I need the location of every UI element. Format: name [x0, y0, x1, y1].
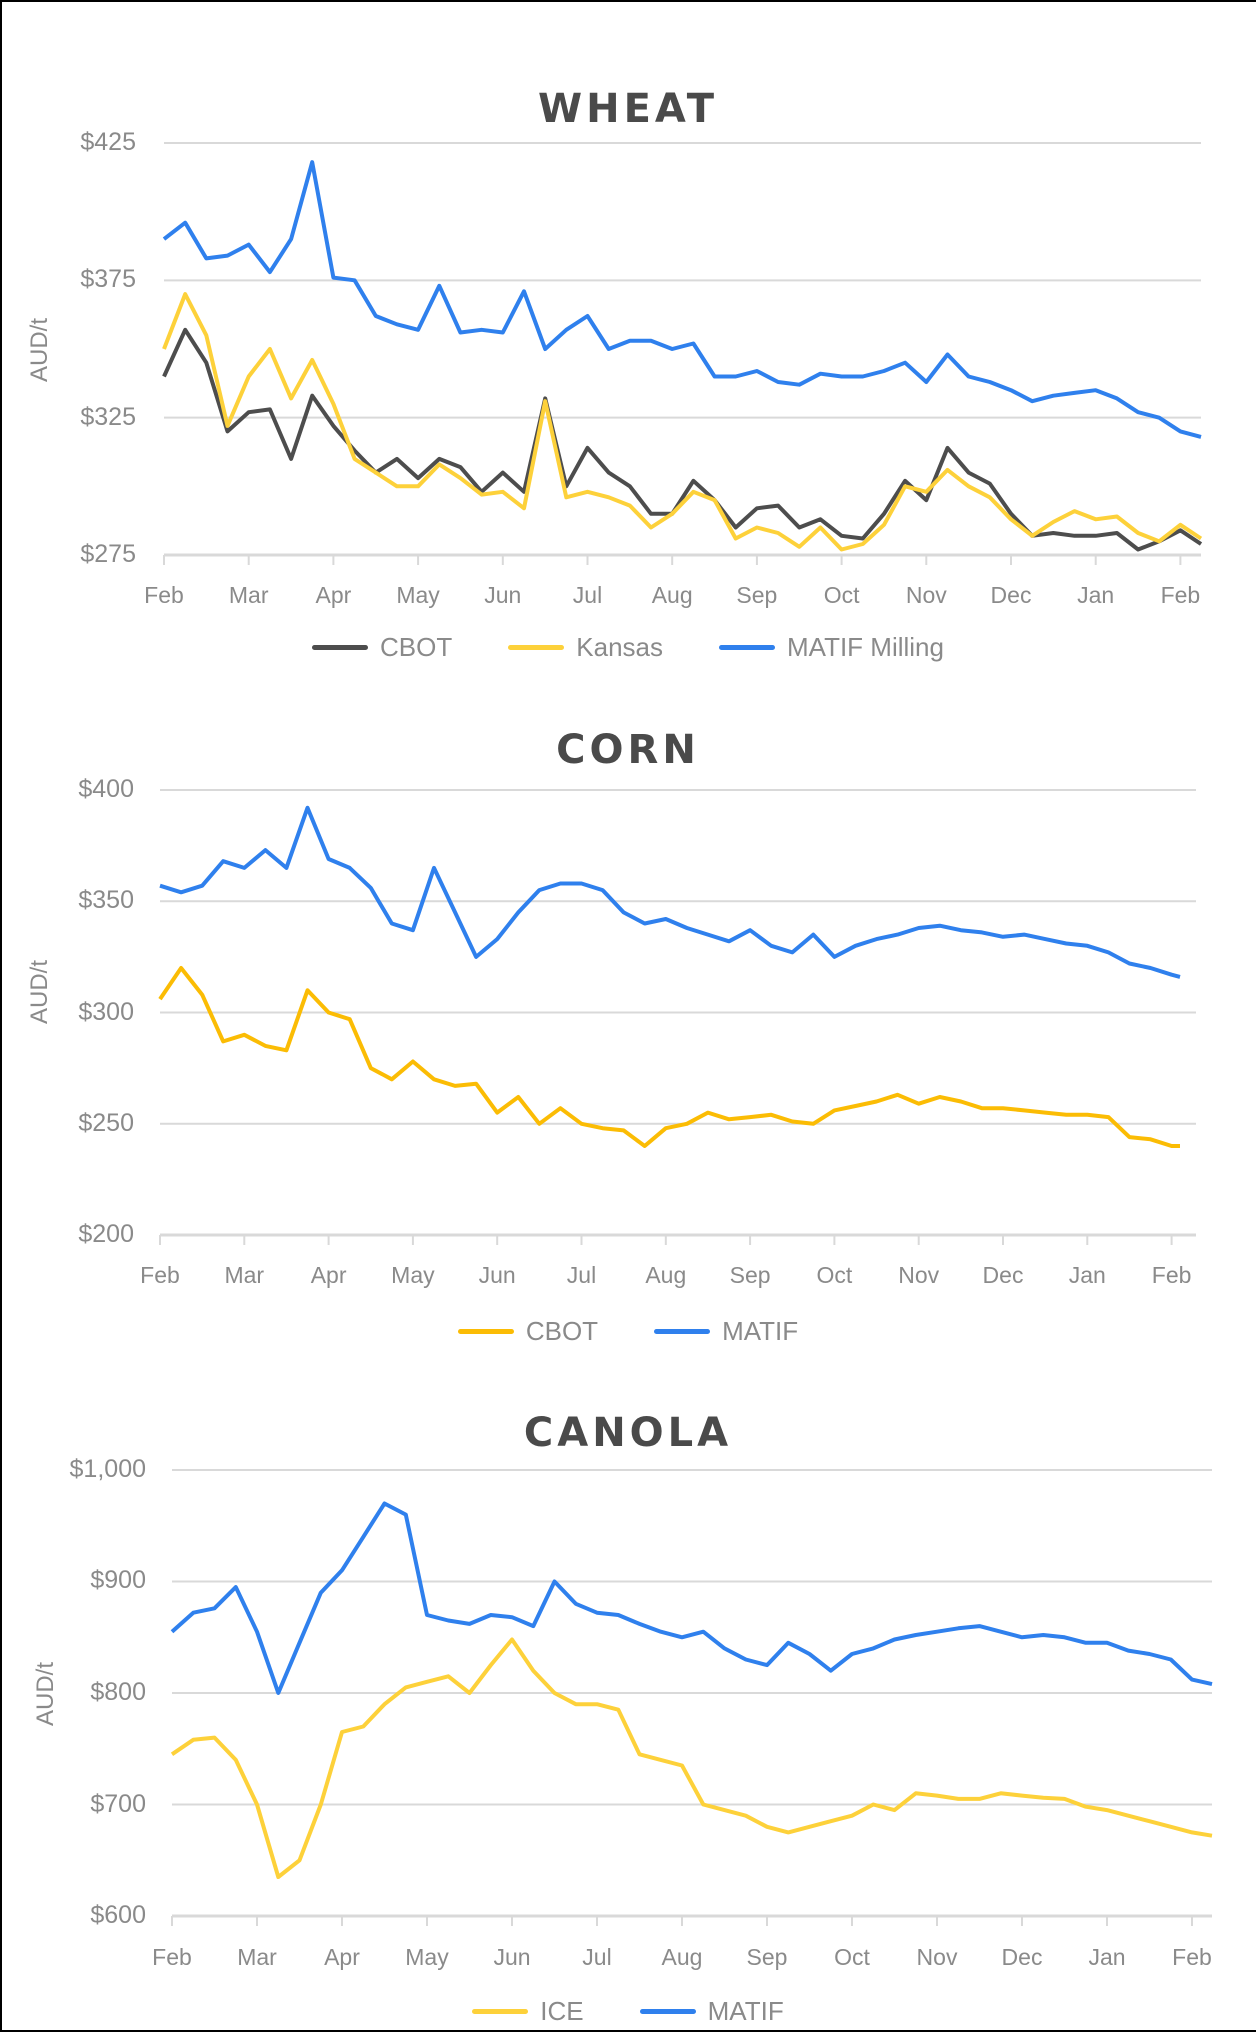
x-tick-label: Aug: [661, 1944, 703, 1970]
x-tick-label: May: [391, 1262, 435, 1288]
legend: CBOT Kansas MATIF Milling: [0, 632, 1256, 663]
x-tick-label: Apr: [324, 1944, 360, 1970]
legend-swatch-icon: [719, 645, 775, 650]
series-line-cbot[interactable]: [158, 966, 1180, 1148]
y-tick: $250: [78, 1109, 134, 1137]
legend-item-matif-milling[interactable]: MATIF Milling: [719, 632, 944, 663]
series-line-matif-milling[interactable]: [162, 160, 1202, 439]
x-tick-label: Dec: [990, 582, 1032, 608]
x-tick-label: Nov: [916, 1944, 958, 1970]
legend: CBOT MATIF: [0, 1316, 1256, 1347]
x-tick-label: Jun: [478, 1262, 516, 1288]
x-tick-label: May: [405, 1944, 449, 1970]
legend-item-matif[interactable]: MATIF: [654, 1316, 798, 1347]
x-tick-label: Apr: [315, 582, 352, 608]
x-tick-label: Jul: [572, 582, 603, 608]
x-tick-label: May: [396, 582, 440, 608]
x-tick-label: Feb: [1160, 582, 1201, 608]
y-tick: $400: [78, 775, 134, 803]
x-tick-label: Feb: [1151, 1262, 1192, 1288]
legend-swatch-icon: [654, 1329, 711, 1334]
wheat-plot: [162, 142, 1203, 565]
x-tick-label: Jul: [566, 1262, 597, 1288]
y-tick: $325: [80, 403, 136, 431]
legend: ICE MATIF: [0, 1996, 1256, 2027]
y-tick: $800: [90, 1678, 146, 1706]
y-tick: $900: [90, 1566, 146, 1594]
x-tick-label: Feb: [144, 582, 184, 608]
x-tick-label: Jun: [484, 582, 522, 608]
corn-plot: [158, 789, 1196, 1245]
x-tick-label: Nov: [905, 582, 947, 608]
legend-swatch-icon: [639, 2009, 696, 2014]
y-tick: $300: [78, 998, 134, 1026]
x-tick-label: Sep: [736, 582, 778, 608]
legend-item-cbot[interactable]: CBOT: [457, 1316, 598, 1347]
legend-swatch-icon: [508, 645, 565, 650]
x-tick-label: Jan: [1088, 1944, 1126, 1970]
y-tick: $700: [90, 1790, 146, 1818]
legend-swatch-icon: [312, 645, 369, 650]
x-tick-label: Aug: [651, 582, 693, 608]
x-tick-label: Jan: [1077, 582, 1115, 608]
x-tick-label: Mar: [224, 1262, 265, 1288]
chart-title: CORN: [556, 727, 700, 773]
series-line-kansas[interactable]: [162, 292, 1203, 552]
series-line-ice[interactable]: [170, 1637, 1213, 1879]
x-tick-label: Feb: [140, 1262, 180, 1288]
x-tick-label: Jan: [1068, 1262, 1106, 1288]
wheat-chart: WHEAT AUD/t $425 $375 $325 $275 Feb Mar Ap…: [0, 0, 1256, 680]
series-line-matif[interactable]: [159, 805, 1181, 979]
chart-title: WHEAT: [537, 86, 719, 132]
y-tick: $425: [80, 128, 136, 156]
x-tick-label: Feb: [152, 1944, 192, 1970]
y-tick: $350: [78, 886, 134, 914]
y-tick: $200: [78, 1220, 134, 1248]
x-tick-label: Mar: [228, 582, 269, 608]
x-tick-label: Apr: [310, 1262, 347, 1288]
corn-chart: CORN AUD/t $400 $350 $300 $250 $200 Feb M…: [0, 727, 1256, 1347]
y-tick: $375: [80, 265, 136, 293]
legend-item-ice[interactable]: ICE: [472, 1996, 584, 2027]
x-tick-label: Dec: [1001, 1944, 1043, 1970]
x-tick-label: Sep: [746, 1944, 788, 1970]
series-line-matif[interactable]: [170, 1501, 1213, 1695]
legend-item-kansas[interactable]: Kansas: [508, 632, 663, 663]
x-tick-label: Oct: [816, 1262, 853, 1288]
legend-item-matif[interactable]: MATIF: [639, 1996, 784, 2027]
x-tick-label: Jul: [582, 1944, 612, 1970]
chart-title: CANOLA: [523, 1410, 733, 1456]
legend-item-cbot[interactable]: CBOT: [312, 632, 452, 663]
legend-swatch-icon: [472, 2009, 529, 2014]
x-tick-label: Oct: [823, 582, 860, 608]
x-tick-label: Mar: [237, 1944, 277, 1970]
y-tick: $600: [90, 1901, 146, 1929]
x-tick-label: Nov: [898, 1262, 940, 1288]
x-tick-label: Aug: [645, 1262, 687, 1288]
y-tick: $1,000: [69, 1455, 146, 1483]
x-tick-label: Oct: [834, 1944, 870, 1970]
x-tick-label: Dec: [982, 1262, 1024, 1288]
x-tick-label: Feb: [1172, 1944, 1212, 1970]
legend-swatch-icon: [457, 1329, 514, 1334]
x-tick-label: Sep: [729, 1262, 771, 1288]
y-tick: $275: [80, 540, 136, 568]
x-tick-label: Jun: [493, 1944, 531, 1970]
